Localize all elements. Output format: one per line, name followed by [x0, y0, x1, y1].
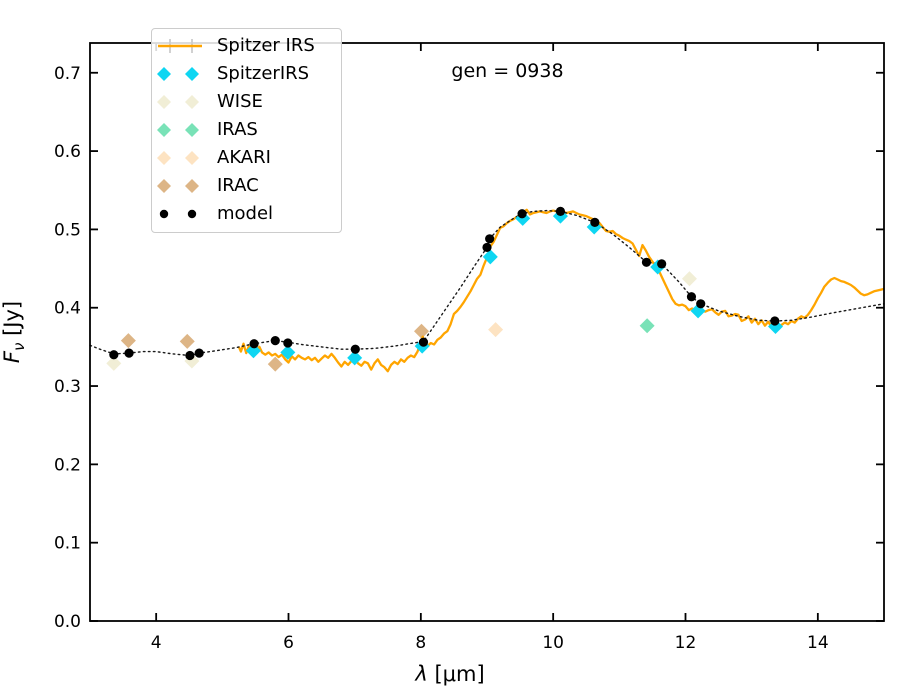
- y-tick-label: 0.4: [54, 299, 81, 319]
- series-irac: [120, 323, 429, 372]
- series-model: [109, 206, 780, 361]
- y-tick-label: 0.2: [54, 455, 81, 475]
- legend-item-wise: WISE: [152, 88, 341, 116]
- legend-label: Spitzer IRS: [217, 35, 315, 56]
- diamond-marker: [413, 323, 429, 339]
- spectrum-line-icon: [158, 39, 202, 53]
- x-tick-label: 10: [542, 633, 564, 653]
- y-tick-label: 0.5: [54, 220, 81, 240]
- model-dot-marker: [770, 316, 780, 326]
- x-tick-label: 6: [283, 633, 294, 653]
- legend-label: SpitzerIRS: [217, 63, 310, 84]
- diamond-marker: [482, 249, 498, 265]
- diamond-marker-icon: [157, 67, 199, 81]
- model-dot-marker: [194, 348, 204, 358]
- legend-item-spitzer-irs: Spitzer IRS: [152, 32, 341, 60]
- diamond-marker: [280, 344, 296, 360]
- model-dot-marker: [590, 217, 600, 227]
- series-akari: [488, 322, 504, 338]
- spectrum-line: [237, 208, 885, 373]
- y-tick-label: 0.6: [54, 142, 81, 162]
- y-tick-label: 0.1: [54, 534, 81, 554]
- diamond-marker: [347, 350, 363, 366]
- flux-symbol: F: [0, 350, 24, 364]
- legend-item-iras: IRAS: [152, 116, 341, 144]
- legend-box: Spitzer IRS SpitzerIRS WISE IRAS AKARI IRAC mo…: [151, 28, 342, 233]
- diamond-marker: [639, 318, 655, 334]
- plot-border: [89, 42, 885, 622]
- diamond-marker: [179, 333, 195, 349]
- diamond-marker: [488, 322, 504, 338]
- series-wise: [106, 271, 697, 371]
- model-dot-marker: [482, 242, 492, 253]
- legend-label: WISE: [217, 91, 263, 112]
- x-tick-label: 8: [415, 633, 426, 653]
- x-tick-label: 12: [675, 633, 697, 653]
- legend-item-akari: AKARI: [152, 144, 341, 172]
- series-iras: [639, 318, 655, 334]
- model-dot-marker: [555, 206, 566, 216]
- legend-item-irac: IRAC: [152, 172, 341, 200]
- y-tick-label: 0.7: [54, 64, 81, 84]
- generation-annotation: gen = 0938: [451, 60, 564, 82]
- dot-marker-icon: [159, 209, 197, 219]
- lambda-symbol: λ: [415, 662, 428, 686]
- y-tick-label: 0.0: [54, 612, 81, 632]
- legend-label: AKARI: [217, 147, 271, 168]
- x-axis-unit: [μm]: [427, 662, 485, 686]
- model-dot-marker: [270, 336, 280, 346]
- diamond-marker: [681, 271, 697, 287]
- y-axis-unit: [Jy]: [0, 300, 24, 343]
- diamond-marker: [267, 356, 283, 372]
- model-dot-marker: [517, 209, 527, 219]
- model-dot-marker: [686, 292, 697, 302]
- y-tick-label: 0.3: [54, 377, 81, 397]
- x-tick-label: 4: [151, 633, 162, 653]
- legend-label: IRAC: [217, 175, 259, 196]
- diamond-marker: [120, 333, 136, 349]
- model-dot-marker: [641, 257, 652, 267]
- diamond-marker-icon: [157, 179, 199, 193]
- model-dot-marker: [249, 339, 259, 349]
- legend-item-model: model: [152, 200, 341, 228]
- model-dot-marker: [124, 348, 134, 358]
- x-axis-label: λ [μm]: [0, 662, 900, 686]
- series-spitzer-irs: [237, 208, 885, 373]
- model-dot-marker: [109, 350, 119, 360]
- legend-label: IRAS: [217, 119, 258, 140]
- axes-frame: 4 6 8 10 12 14 0.0 0.1 0.2 0.3 0.4 0.5 0.6 0.7: [54, 42, 885, 653]
- diamond-marker: [106, 355, 122, 371]
- legend-label: model: [217, 203, 274, 224]
- model-dot-marker: [696, 299, 706, 309]
- model-dot-marker: [418, 337, 429, 347]
- model-dot-marker: [350, 344, 360, 354]
- nu-subscript: ν: [10, 342, 29, 351]
- model-dot-marker: [283, 338, 293, 348]
- legend-item-spitzerirs: SpitzerIRS: [152, 60, 341, 88]
- diamond-marker-icon: [157, 123, 199, 137]
- y-axis-label: Fν [Jy]: [0, 301, 28, 363]
- x-tick-label: 14: [807, 633, 829, 653]
- model-dot-marker: [185, 350, 195, 361]
- model-dot-marker: [485, 234, 495, 244]
- model-dot-marker: [657, 259, 667, 269]
- diamond-marker-icon: [157, 151, 199, 165]
- diamond-marker-icon: [157, 95, 199, 109]
